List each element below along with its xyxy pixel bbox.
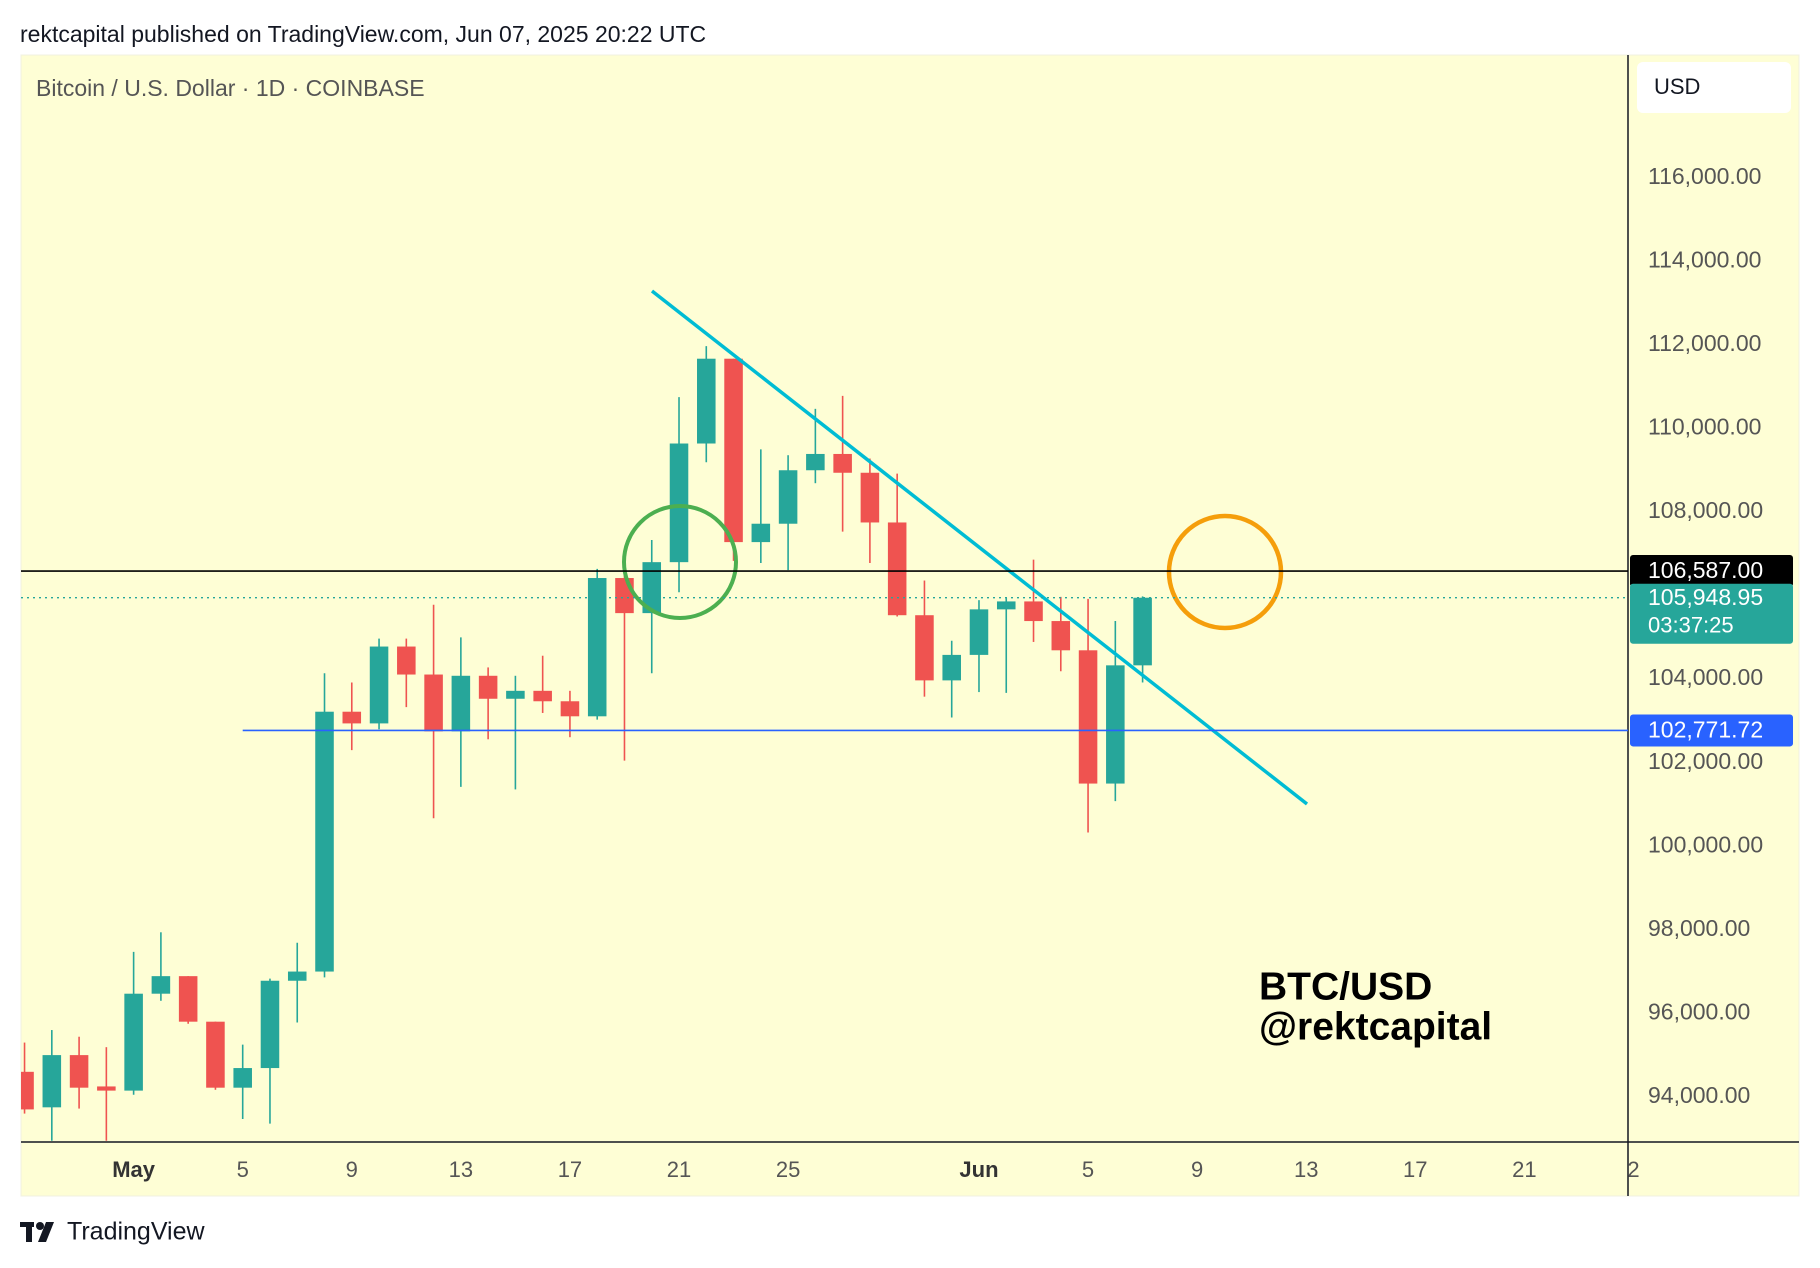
- y-tick-label: 116,000.00: [1648, 163, 1761, 189]
- x-tick-label: 17: [1403, 1157, 1427, 1182]
- support-label: 102,771.72: [1648, 717, 1763, 743]
- x-tick-label: 21: [1512, 1157, 1536, 1182]
- candle-body: [397, 646, 416, 675]
- candle-body: [1106, 665, 1125, 784]
- x-tick-label: 5: [237, 1157, 249, 1182]
- candle-body: [1051, 621, 1071, 651]
- candle-body: [724, 358, 743, 543]
- last-price-box: [1630, 583, 1793, 644]
- candle-body: [178, 976, 198, 1022]
- candle-body: [1133, 597, 1152, 666]
- candle-body: [424, 674, 443, 732]
- candle-body: [969, 609, 989, 655]
- logo: [20, 1222, 54, 1242]
- candle-body: [233, 1068, 252, 1088]
- x-tick-label: 25: [776, 1157, 800, 1182]
- countdown-label: 03:37:25: [1648, 613, 1734, 638]
- symbol-title: Bitcoin / U.S. Dollar · 1D · COINBASE: [36, 75, 425, 101]
- candle-body: [124, 993, 143, 1091]
- x-tick-label: 5: [1082, 1157, 1094, 1182]
- plot: [21, 346, 1152, 1141]
- watermark: @rektcapital: [1259, 1005, 1492, 1048]
- currency: USD: [1654, 74, 1700, 99]
- trendline: [650, 289, 1309, 806]
- candle-body: [21, 1071, 34, 1110]
- target-circle: [1166, 513, 1284, 631]
- candle-body: [260, 980, 280, 1069]
- candle-body: [69, 1055, 89, 1088]
- candle-body: [833, 453, 852, 473]
- candle-body: [560, 701, 580, 717]
- x-tick-label: 13: [449, 1157, 473, 1182]
- support-label-box: [1630, 714, 1793, 747]
- y-tick-label: 100,000.00: [1648, 831, 1763, 857]
- x-tick-label: 2: [1627, 1157, 1639, 1182]
- candle-body: [587, 578, 607, 717]
- y-tick-label: 102,000.00: [1648, 748, 1763, 774]
- candle-body: [369, 646, 389, 724]
- x-tick-label: 17: [558, 1157, 582, 1182]
- currency-box: [1637, 62, 1791, 113]
- candle-body: [506, 690, 525, 699]
- candle-body: [669, 443, 689, 563]
- candle-body: [778, 470, 798, 524]
- candle-body: [1024, 601, 1043, 622]
- candle-body: [806, 453, 825, 471]
- candle-body: [206, 1021, 225, 1088]
- y-tick-label: 104,000.00: [1648, 664, 1763, 690]
- candle-body: [478, 675, 498, 699]
- candle-body: [97, 1086, 116, 1091]
- y-tick-label: 96,000.00: [1648, 998, 1750, 1024]
- y-tick-label: 114,000.00: [1648, 246, 1761, 272]
- x-tick-label: 9: [346, 1157, 358, 1182]
- header: rektcapital published on TradingView.com…: [20, 21, 706, 47]
- candle-body: [1078, 650, 1098, 784]
- candle-body: [697, 358, 716, 444]
- x-tick-label: Jun: [959, 1157, 998, 1182]
- y-tick-label: 108,000.00: [1648, 497, 1763, 523]
- x-tick-label: 13: [1294, 1157, 1318, 1182]
- x-tick-label: 9: [1191, 1157, 1203, 1182]
- level-label: 106,587.00: [1648, 557, 1763, 583]
- candle-body: [860, 472, 880, 523]
- candle-body: [642, 562, 662, 614]
- footer-brand: TradingView: [67, 1218, 206, 1246]
- candle-body: [615, 578, 634, 614]
- candle-body: [533, 690, 552, 702]
- candle-body: [287, 971, 307, 981]
- candle-body: [996, 601, 1016, 610]
- candle-body: [451, 675, 471, 732]
- last-price-label: 105,948.95: [1648, 584, 1763, 610]
- y-tick-label: 98,000.00: [1648, 915, 1750, 941]
- level-label-box: [1630, 555, 1793, 588]
- y-tick-label: 110,000.00: [1648, 414, 1761, 440]
- candle-body: [342, 711, 362, 724]
- y-tick-label: 112,000.00: [1648, 330, 1761, 356]
- candle-body: [315, 711, 334, 972]
- candle-body: [151, 976, 171, 994]
- candle-body: [942, 654, 961, 681]
- x-tick-label: May: [112, 1157, 156, 1182]
- x-tick-label: 21: [667, 1157, 691, 1182]
- y-tick-label: 94,000.00: [1648, 1082, 1750, 1108]
- highlight-circle: [622, 504, 738, 620]
- candle-body: [887, 522, 907, 616]
- candle-body: [915, 615, 934, 681]
- candle-body: [751, 523, 771, 543]
- chart-background: [20, 54, 1800, 1197]
- candle-body: [42, 1055, 62, 1108]
- watermark: BTC/USD: [1259, 965, 1432, 1008]
